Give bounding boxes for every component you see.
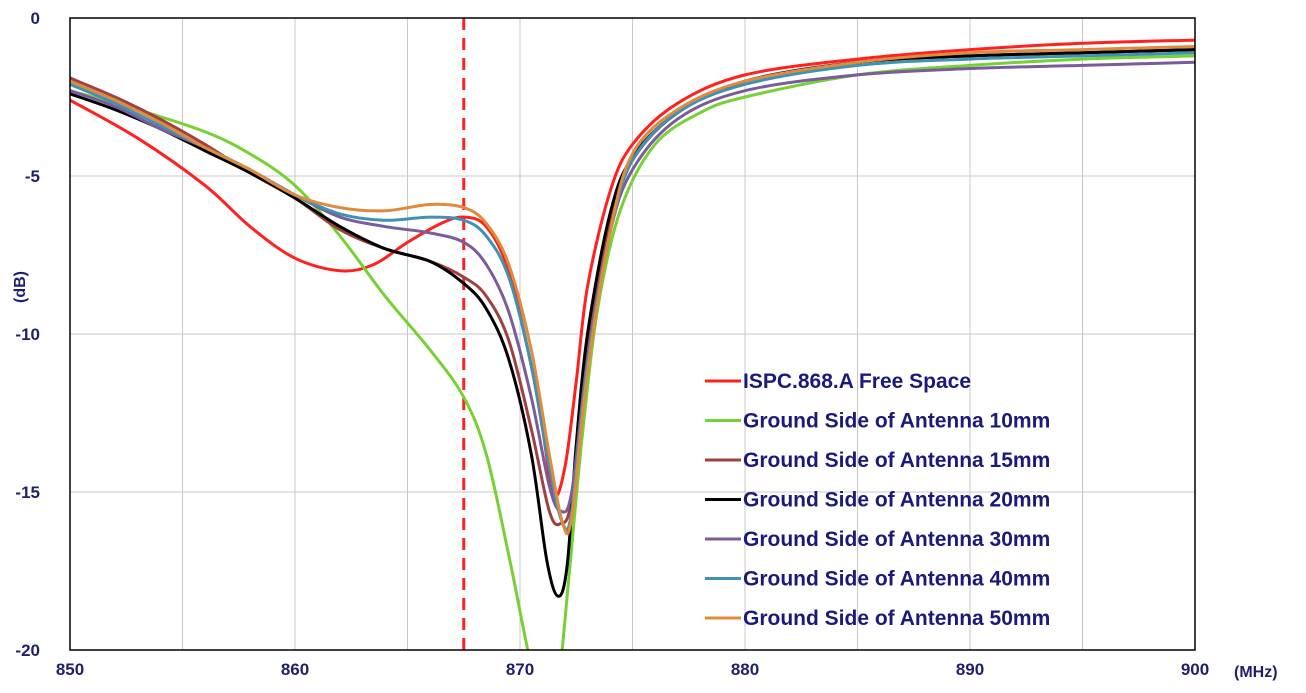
x-tick-label: 900: [1181, 660, 1209, 679]
legend: ISPC.868.A Free Space Ground Side of Ante…: [705, 370, 1050, 630]
legend-label: Ground Side of Antenna 30mm: [743, 528, 1050, 551]
y-tick-label: -20: [15, 641, 40, 660]
legend-label: Ground Side of Antenna 10mm: [743, 410, 1050, 433]
series-line: [70, 44, 1195, 536]
legend-label: Ground Side of Antenna 40mm: [743, 568, 1050, 591]
legend-label: Ground Side of Antenna 20mm: [743, 489, 1050, 512]
x-axis-label: (MHz): [1234, 664, 1278, 681]
y-tick-label: 0: [31, 9, 40, 28]
y-tick-label: -10: [15, 325, 40, 344]
y-tick-label: -15: [15, 483, 40, 502]
y-tick-label: -5: [25, 167, 40, 186]
legend-label: Ground Side of Antenna 15mm: [743, 449, 1050, 472]
plot-frame: [69, 17, 1196, 651]
legend-label: Ground Side of Antenna 50mm: [743, 607, 1050, 630]
tick-labels: 850 860 870 880 890 900 0 -5 -10 -15 -20: [15, 9, 1209, 679]
series-layer: [70, 38, 1195, 650]
x-tick-label: 870: [506, 660, 534, 679]
y-axis-label: (dB): [12, 271, 29, 303]
x-tick-label: 860: [281, 660, 309, 679]
x-tick-label: 850: [56, 660, 84, 679]
x-tick-label: 890: [956, 660, 984, 679]
legend-label: ISPC.868.A Free Space: [743, 370, 971, 393]
x-tick-label: 880: [731, 660, 759, 679]
